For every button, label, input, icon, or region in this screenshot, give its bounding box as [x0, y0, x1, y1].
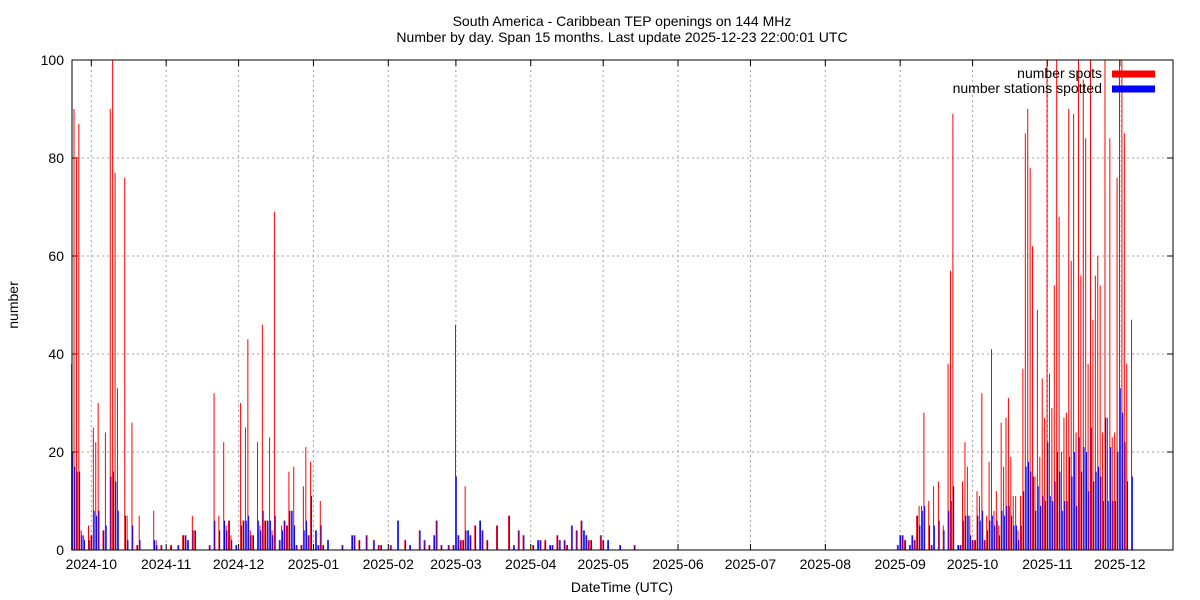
y-tick-label: 40 — [48, 346, 64, 362]
x-tick-label: 2025-08 — [800, 556, 852, 572]
x-tick-label: 2025-10 — [947, 556, 999, 572]
y-axis-label: number — [5, 281, 21, 329]
x-axis-label: DateTime (UTC) — [571, 579, 673, 595]
chart-subtitle: Number by day. Span 15 months. Last upda… — [396, 29, 847, 45]
x-tick-label: 2025-09 — [874, 556, 926, 572]
x-axis-ticks: 2024-10 2024-11 2024-12 2025-01 2025-02 2025-… — [66, 60, 1146, 572]
x-tick-label: 2025-05 — [577, 556, 629, 572]
x-tick-label: 2025-03 — [430, 556, 482, 572]
x-tick-label: 2025-06 — [652, 556, 704, 572]
legend-label-stations: number stations spotted — [953, 80, 1102, 96]
x-tick-label: 2024-12 — [213, 556, 265, 572]
y-tick-label: 100 — [41, 52, 65, 68]
x-tick-label: 2024-11 — [141, 556, 192, 572]
legend-label-spots: number spots — [1017, 65, 1102, 81]
x-tick-label: 2024-10 — [66, 556, 118, 572]
plot-border — [71, 59, 1174, 551]
x-tick-label: 2025-11 — [1022, 556, 1073, 572]
x-tick-label: 2025-12 — [1094, 556, 1146, 572]
x-tick-label: 2025-02 — [363, 556, 415, 572]
chart-title: South America - Caribbean TEP openings o… — [453, 13, 792, 29]
y-tick-label: 60 — [48, 248, 64, 264]
series-number-stations-spotted — [71, 388, 1133, 550]
y-axis-ticks: 0 20 40 60 80 100 — [41, 52, 1173, 558]
x-tick-label: 2025-04 — [505, 556, 557, 572]
x-tick-label: 2025-01 — [288, 556, 340, 572]
series-number-spots — [71, 60, 1133, 550]
legend: number spots number stations spotted — [953, 65, 1155, 96]
y-tick-label: 80 — [48, 150, 64, 166]
y-tick-label: 0 — [56, 542, 64, 558]
y-tick-label: 20 — [48, 444, 64, 460]
x-tick-label: 2025-07 — [725, 556, 777, 572]
